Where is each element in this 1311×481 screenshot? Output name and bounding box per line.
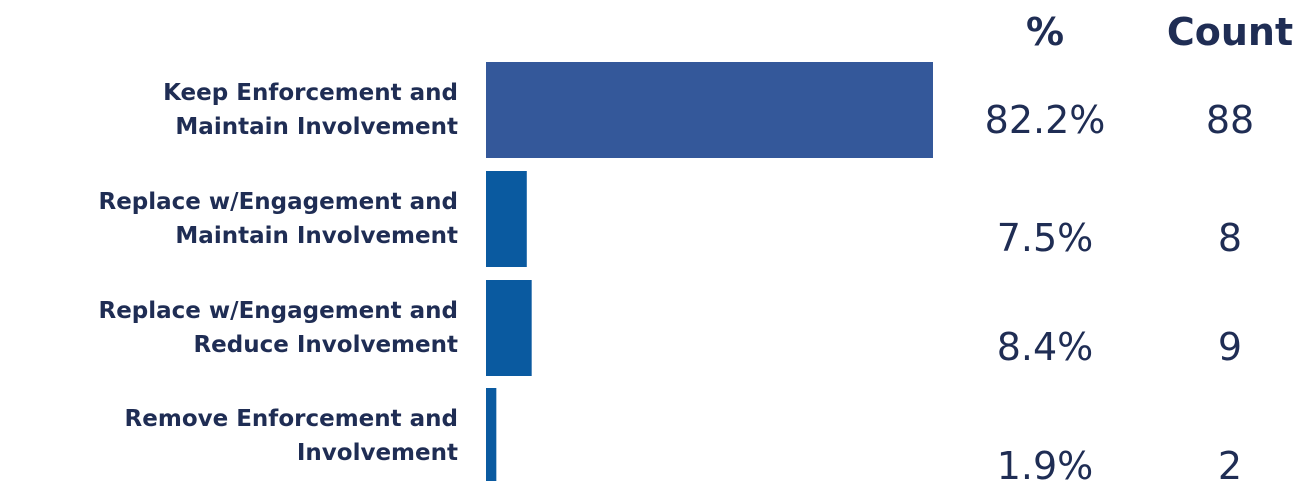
count-column-header: Count: [1167, 10, 1293, 54]
percent-column-header: %: [1026, 10, 1064, 54]
category-label-line2: Involvement: [297, 440, 458, 466]
bar: [486, 171, 527, 267]
percent-label: 1.9%: [997, 444, 1094, 481]
category-label-line1: Replace w/Engagement and: [99, 298, 459, 324]
category-label-line1: Keep Enforcement and: [163, 80, 458, 106]
count-label: 2: [1218, 444, 1242, 481]
percent-label: 8.4%: [997, 325, 1094, 369]
bar-rows: Keep Enforcement and Maintain Involvement…: [99, 62, 1254, 481]
percent-label: 7.5%: [997, 216, 1094, 260]
category-label-line1: Replace w/Engagement and: [99, 189, 459, 215]
category-label-line2: Reduce Involvement: [193, 332, 458, 358]
bar: [486, 280, 532, 376]
bar: [486, 62, 933, 158]
count-label: 9: [1218, 325, 1242, 369]
count-label: 8: [1218, 216, 1242, 260]
category-label-line2: Maintain Involvement: [175, 223, 458, 249]
category-label-line1: Remove Enforcement and: [125, 406, 458, 432]
count-label: 88: [1206, 98, 1254, 142]
bar: [486, 388, 497, 481]
percent-label: 82.2%: [985, 98, 1106, 142]
category-label-line2: Maintain Involvement: [175, 114, 458, 140]
